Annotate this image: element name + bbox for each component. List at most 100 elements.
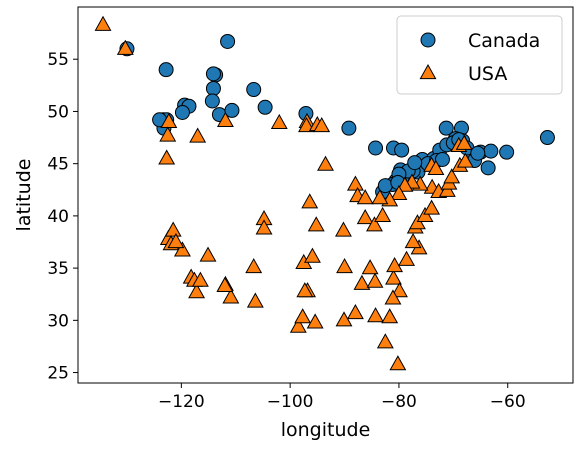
usa-point-4: [159, 126, 177, 142]
x-tick-label-0: −120: [158, 392, 205, 412]
usa-point-11: [313, 117, 331, 133]
usa-point-55: [173, 241, 191, 257]
usa-point-74: [335, 311, 353, 327]
usa-point-37: [443, 168, 461, 184]
usa-point-47: [390, 184, 408, 201]
data-points: [94, 15, 555, 371]
x-tick-label-2: −80: [381, 392, 417, 412]
y-tick-label-2: 35: [47, 259, 69, 279]
legend-marker-usa: [419, 63, 437, 80]
usa-point-53: [164, 221, 182, 237]
legend: Canada USA: [396, 15, 563, 95]
y-tick-label-5: 50: [47, 102, 69, 122]
usa-point-9: [298, 117, 315, 133]
usa-point-71: [289, 317, 307, 333]
x-tick-label-1: −100: [267, 392, 314, 412]
canada-point-1: [158, 62, 174, 78]
usa-point-0: [94, 15, 112, 31]
y-tick-label-3: 40: [47, 207, 69, 227]
usa-point-68: [303, 247, 321, 263]
x-axis-ticks: −120 −100 −80 −60: [158, 383, 526, 412]
usa-point-24: [385, 269, 402, 285]
usa-point-76: [367, 307, 384, 323]
usa-point-62: [222, 288, 240, 304]
usa-point-63: [245, 258, 263, 274]
canada-point-20: [368, 140, 384, 156]
y-axis-label: latitude: [13, 159, 35, 232]
canada-point-52: [434, 151, 450, 167]
usa-point-35: [438, 181, 456, 197]
usa-point-66: [255, 219, 273, 235]
y-tick-label-0: 25: [47, 364, 69, 384]
usa-point-14: [307, 216, 325, 232]
usa-point-60: [199, 246, 217, 262]
usa-point-5: [189, 127, 207, 143]
canada-point-15: [224, 102, 240, 118]
canada-point-13: [204, 93, 220, 109]
usa-point-2: [160, 112, 178, 128]
usa-point-28: [404, 232, 422, 249]
canada-point-42: [480, 160, 496, 176]
canada-point-19: [341, 120, 357, 136]
usa-point-43: [427, 159, 445, 175]
usa-point-20: [353, 274, 371, 290]
canada-point-5: [174, 104, 190, 120]
canada-point-35: [438, 120, 454, 136]
usa-point-17: [356, 208, 374, 225]
canada-point-56: [470, 145, 486, 161]
usa-point-6: [216, 111, 234, 127]
usa-point-80: [391, 282, 408, 298]
canada-point-12: [205, 80, 221, 96]
canada-point-16: [246, 82, 262, 98]
usa-point-31: [416, 206, 434, 222]
y-axis-ticks: 25 30 35 40 45 50 55: [47, 50, 78, 384]
usa-point-25: [386, 256, 404, 273]
usa-point-18: [366, 216, 383, 232]
usa-point-50: [374, 206, 392, 222]
usa-point-1: [116, 39, 134, 55]
x-axis-label: longitude: [281, 419, 371, 441]
usa-point-83: [167, 232, 185, 249]
legend-marker-canada: [420, 32, 436, 48]
usa-point-19: [361, 259, 379, 275]
usa-point-40: [455, 134, 473, 150]
canada-point-43: [483, 143, 499, 159]
usa-point-15: [346, 175, 364, 191]
usa-point-46: [396, 176, 414, 192]
usa-point-23: [366, 272, 384, 288]
usa-point-72: [294, 308, 312, 324]
usa-point-81: [384, 289, 402, 305]
plot-frame: [77, 6, 574, 384]
y-tick-label-6: 55: [47, 50, 69, 70]
canada-point-44: [499, 144, 515, 160]
usa-point-3: [158, 149, 176, 165]
usa-point-7: [270, 113, 288, 130]
usa-point-21: [334, 221, 352, 237]
y-tick-label-1: 30: [47, 311, 69, 331]
usa-point-32: [423, 199, 441, 215]
canada-point-11: [205, 66, 221, 82]
usa-point-22: [336, 258, 353, 274]
usa-point-59: [191, 271, 209, 287]
canada-point-17: [257, 99, 273, 115]
usa-point-58: [188, 283, 206, 299]
usa-point-64: [246, 292, 264, 308]
legend-label-canada: Canada: [468, 30, 540, 52]
usa-point-49: [371, 189, 389, 205]
canada-point-22: [394, 142, 410, 158]
canada-point-2: [220, 33, 236, 49]
legend-label-usa: USA: [468, 63, 507, 85]
usa-point-13: [301, 193, 319, 209]
legend-box: [396, 15, 563, 95]
usa-point-12: [317, 155, 334, 171]
usa-point-78: [376, 333, 394, 349]
usa-point-51: [356, 189, 374, 205]
usa-point-26: [398, 250, 416, 266]
usa-point-41: [456, 152, 474, 168]
canada-point-57: [407, 155, 423, 171]
usa-point-79: [389, 355, 407, 371]
usa-point-77: [381, 308, 399, 324]
usa-point-75: [346, 303, 364, 320]
y-tick-label-4: 45: [47, 155, 69, 175]
